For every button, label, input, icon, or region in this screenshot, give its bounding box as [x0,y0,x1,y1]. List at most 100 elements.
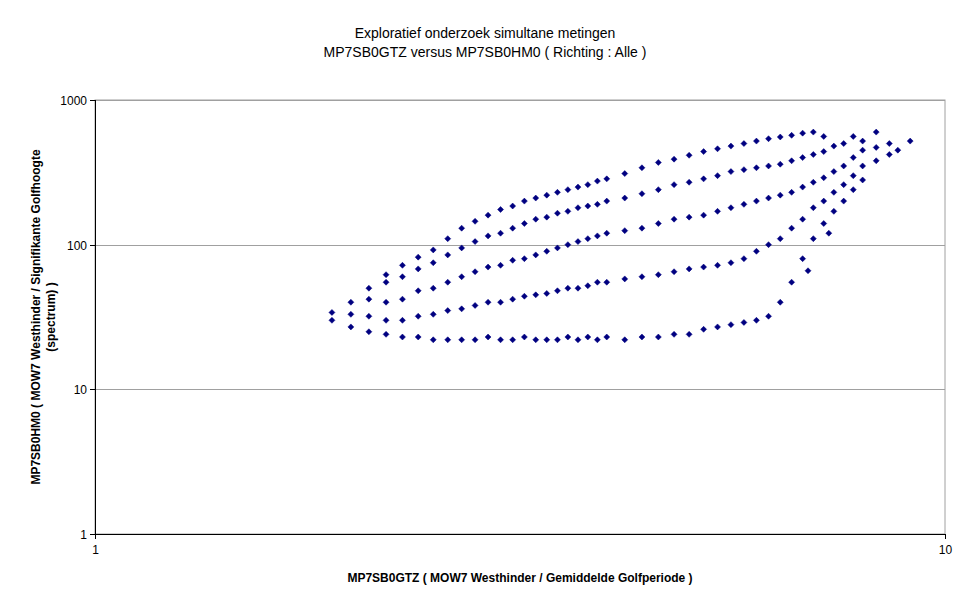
point [430,337,436,343]
point [415,254,421,260]
point [585,182,591,188]
point [430,247,436,253]
point [445,252,451,258]
point [766,163,772,169]
point [850,133,856,139]
point [741,141,747,147]
point [533,292,539,298]
point [510,225,516,231]
point [789,225,795,231]
point [575,285,581,291]
point [399,274,405,280]
point [622,337,628,343]
point [873,129,879,135]
point [728,205,734,211]
point [544,214,550,220]
point [585,236,591,242]
point [805,268,811,274]
point [594,201,600,207]
point [860,177,866,183]
point [686,331,692,337]
point [753,198,759,204]
point [686,266,692,272]
point [472,239,478,245]
point [383,279,389,285]
grid-line [95,245,945,246]
point [800,216,806,222]
point [485,233,491,239]
point [399,334,405,340]
point [430,285,436,291]
point [366,329,372,335]
point [671,182,677,188]
point [655,221,661,227]
point [741,167,747,173]
y-axis-label-line: MP7SB0HM0 ( MOW7 Westhinder / Signifikan… [29,149,43,484]
point [459,337,465,343]
point [521,198,527,204]
point [622,195,628,201]
point [789,279,795,285]
point [565,187,571,193]
point [459,274,465,280]
point [821,221,827,227]
point [810,236,816,242]
y-tick-label: 100 [67,239,87,253]
point [594,337,600,343]
point [728,322,734,328]
point [521,256,527,262]
point [671,269,677,275]
point [715,146,721,152]
point [639,165,645,171]
point [430,311,436,317]
point [766,313,772,319]
y-tick-label: 1000 [60,94,87,108]
point [521,334,527,340]
point [383,272,389,278]
point [873,144,879,150]
point [533,252,539,258]
point [554,210,560,216]
point [907,138,913,144]
point [445,308,451,314]
point [701,212,707,218]
point [383,331,389,337]
point [348,324,354,330]
point [841,198,847,204]
point [810,205,816,211]
point [565,242,571,248]
point [789,158,795,164]
point [510,337,516,343]
x-axis [95,534,945,535]
point [831,143,837,149]
point [415,313,421,319]
point [639,274,645,280]
point [430,260,436,266]
point [728,143,734,149]
title: Exploratief onderzoek simultane metingen [355,25,616,41]
point [533,337,539,343]
y-axis [95,100,96,534]
point [800,256,806,262]
point [741,256,747,262]
point [399,296,405,302]
point [671,331,677,337]
point [415,288,421,294]
point [533,216,539,222]
point [415,334,421,340]
point [575,337,581,343]
point [554,337,560,343]
y-tick [90,389,95,390]
point [655,272,661,278]
point [383,299,389,305]
x-tick-label: 10 [939,543,953,557]
point [329,309,335,315]
x-axis-label: MP7SB0GTZ ( MOW7 Westhinder / Gemiddelde… [347,571,692,585]
point [655,334,661,340]
point [459,225,465,231]
y-axis-label-line: (spectrum) ) [44,282,58,351]
point [399,317,405,323]
point [575,239,581,245]
point [655,187,661,193]
y-tick [90,534,95,535]
